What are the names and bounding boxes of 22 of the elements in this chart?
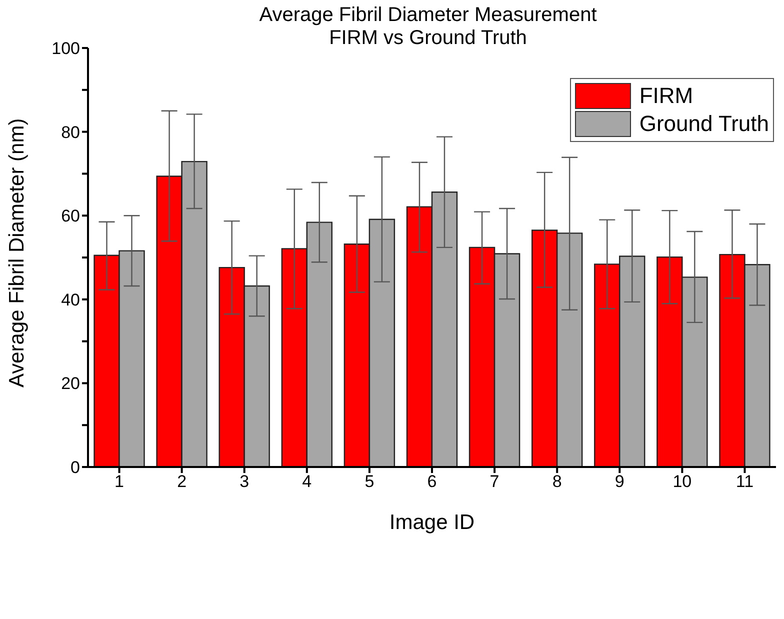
x-tick-label: 10 [672, 472, 692, 492]
x-tick-label: 8 [552, 472, 562, 492]
x-tick-label: 11 [736, 472, 754, 492]
x-tick-label: 6 [427, 472, 437, 492]
x-tick-label: 5 [364, 472, 374, 492]
x-tick-label: 1 [114, 472, 124, 492]
legend-label: Ground Truth [639, 111, 769, 137]
x-tick-label: 9 [614, 472, 624, 492]
y-tick-label: 40 [61, 290, 80, 310]
y-tick-label: 100 [52, 39, 80, 58]
legend-label: FIRM [639, 83, 694, 109]
y-axis-title: Average Fibril Diameter (nm) [5, 118, 28, 388]
y-tick-label: 60 [61, 206, 80, 226]
x-tick-label: 3 [240, 472, 250, 492]
x-axis-title: Image ID [389, 511, 475, 534]
y-tick-label: 80 [61, 122, 80, 142]
x-tick-label: 2 [177, 472, 187, 492]
y-tick-label: 0 [70, 458, 80, 478]
x-tick-label: 4 [302, 472, 312, 492]
y-tick-label: 20 [61, 374, 80, 394]
chart-title: Average Fibril Diameter Measurement FIRM vs Ground Truth [258, 4, 598, 49]
x-tick-label: 7 [490, 472, 500, 492]
